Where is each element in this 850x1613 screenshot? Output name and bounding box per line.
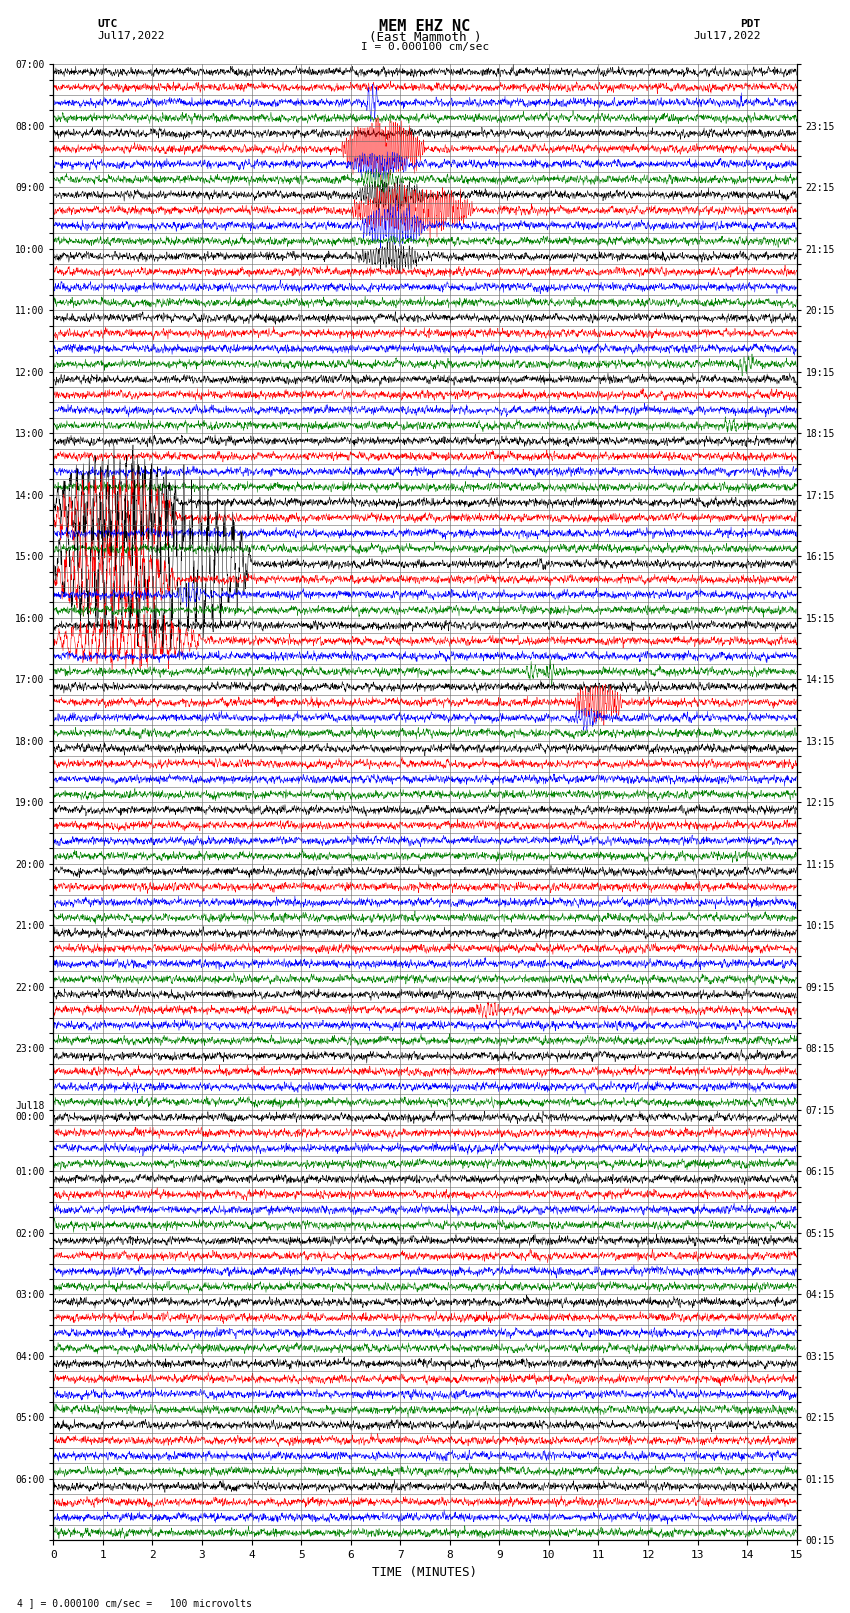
Text: PDT: PDT	[740, 19, 761, 29]
Text: MEM EHZ NC: MEM EHZ NC	[379, 19, 471, 34]
X-axis label: TIME (MINUTES): TIME (MINUTES)	[372, 1566, 478, 1579]
Text: Jul17,2022: Jul17,2022	[98, 31, 165, 40]
Text: 4 ] = 0.000100 cm/sec =   100 microvolts: 4 ] = 0.000100 cm/sec = 100 microvolts	[17, 1598, 252, 1608]
Text: UTC: UTC	[98, 19, 118, 29]
Text: I = 0.000100 cm/sec: I = 0.000100 cm/sec	[361, 42, 489, 52]
Text: (East Mammoth ): (East Mammoth )	[369, 31, 481, 44]
Text: Jul17,2022: Jul17,2022	[694, 31, 761, 40]
